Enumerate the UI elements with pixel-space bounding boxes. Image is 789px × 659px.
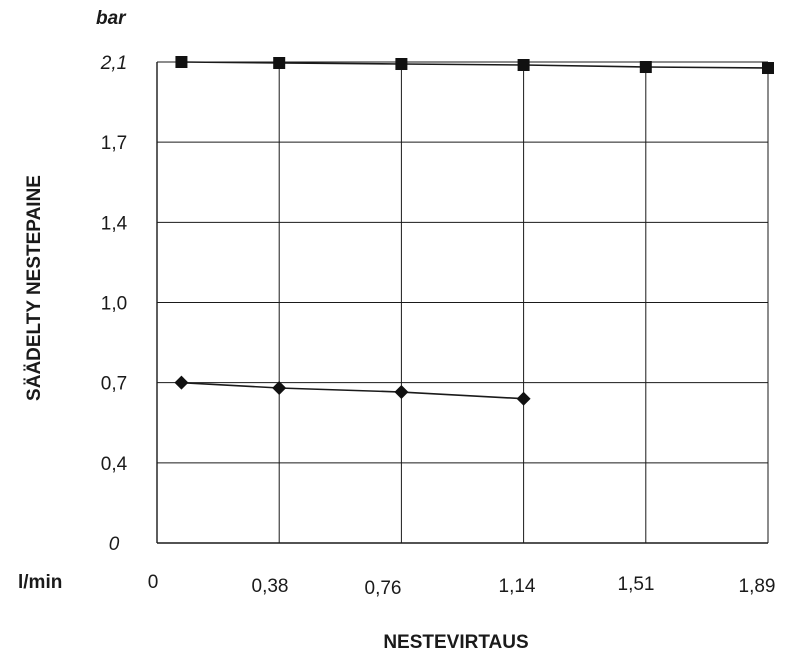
x-unit-label: l/min	[18, 572, 62, 593]
grid	[156, 61, 769, 544]
data-point-diamond	[174, 375, 189, 390]
x-tick-label: 1,14	[499, 576, 536, 597]
data-point-square	[762, 62, 774, 75]
x-tick-label: 1,51	[618, 574, 655, 595]
y-unit-label: bar	[96, 8, 127, 29]
y-tick-label: 1,4	[101, 213, 128, 234]
x-tick-label: 0,76	[365, 578, 402, 599]
data-point-square	[639, 61, 652, 74]
y-tick-label: 0,4	[101, 454, 128, 475]
y-tick-label: 0	[109, 534, 120, 555]
data-point-square	[395, 58, 408, 71]
series-line-1	[181, 61, 769, 69]
series-line-2	[181, 381, 524, 400]
x-axis-title: NESTEVIRTAUS	[383, 632, 528, 653]
y-axis-title: SÄÄDELTY NESTEPAINE	[24, 175, 45, 401]
data-point-square	[517, 59, 530, 72]
series-layer	[174, 56, 774, 406]
data-point-square	[273, 57, 286, 70]
data-point-diamond	[394, 385, 409, 400]
x-tick-label: 0,38	[252, 576, 289, 597]
y-tick-label: 2,1	[100, 53, 127, 74]
y-tick-label: 1,0	[101, 294, 127, 315]
y-tick-label: 1,7	[101, 133, 127, 154]
data-point-square	[175, 56, 188, 68]
y-tick-label: 0,7	[101, 374, 127, 395]
x-tick-label: 0	[148, 572, 159, 593]
x-tick-label: 1,89	[739, 576, 776, 597]
tick-labels: 0 0,4 0,7 1,0 1,4 1,7 2,1 0 0,38 0,76 1,14 1,51 1,89	[100, 53, 776, 599]
data-point-diamond	[272, 381, 287, 396]
data-point-diamond	[516, 391, 531, 406]
